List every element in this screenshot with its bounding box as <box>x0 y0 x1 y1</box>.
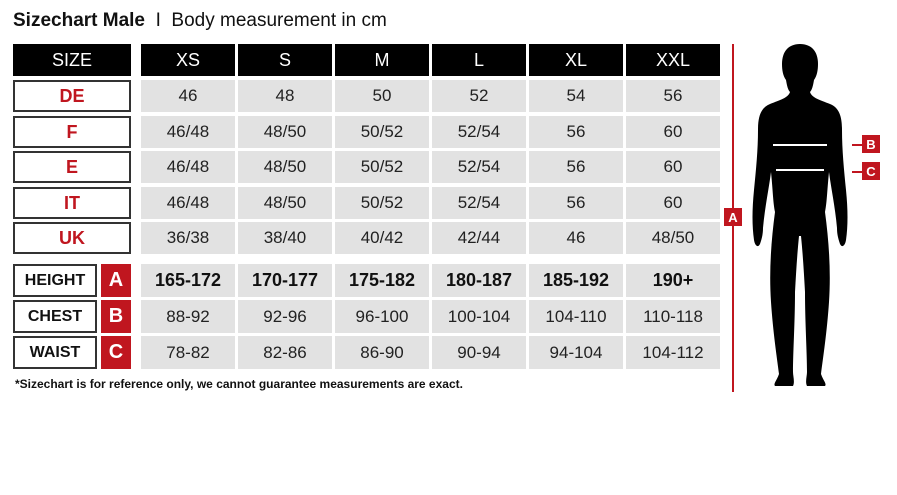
table-cell: 175-182 <box>335 264 429 297</box>
height-marker: A <box>724 208 742 226</box>
table-cell: 52/54 <box>432 187 526 219</box>
table-cell: 40/42 <box>335 222 429 254</box>
size-column-header: XS <box>141 44 235 76</box>
size-header: SIZE <box>13 44 131 76</box>
table-cell: 48 <box>238 80 332 112</box>
table-cell: 48/50 <box>626 222 720 254</box>
table-cell: 110-118 <box>626 300 720 333</box>
table-cell: 52/54 <box>432 116 526 148</box>
table-cell: 50 <box>335 80 429 112</box>
table-cell: 56 <box>529 116 623 148</box>
disclaimer-note: *Sizechart is for reference only, we can… <box>15 377 463 391</box>
measurement-letter: B <box>101 300 131 333</box>
table-cell: 54 <box>529 80 623 112</box>
table-cell: 50/52 <box>335 187 429 219</box>
measurement-label: CHEST <box>13 300 97 333</box>
waist-marker: C <box>862 162 880 180</box>
chest-marker: B <box>862 135 880 153</box>
region-label: E <box>13 151 131 183</box>
table-cell: 50/52 <box>335 151 429 183</box>
size-column-header: S <box>238 44 332 76</box>
table-cell: 56 <box>529 187 623 219</box>
table-cell: 88-92 <box>141 300 235 333</box>
table-cell: 46/48 <box>141 187 235 219</box>
table-cell: 48/50 <box>238 116 332 148</box>
table-cell: 46/48 <box>141 116 235 148</box>
male-silhouette-icon <box>752 44 848 386</box>
table-cell: 48/50 <box>238 187 332 219</box>
measurement-label: WAIST <box>13 336 97 369</box>
table-cell: 96-100 <box>335 300 429 333</box>
table-cell: 38/40 <box>238 222 332 254</box>
waist-pointer <box>852 171 862 173</box>
region-label: DE <box>13 80 131 112</box>
table-cell: 185-192 <box>529 264 623 297</box>
table-cell: 78-82 <box>141 336 235 369</box>
table-cell: 48/50 <box>238 151 332 183</box>
table-cell: 52/54 <box>432 151 526 183</box>
size-column-header: L <box>432 44 526 76</box>
table-cell: 42/44 <box>432 222 526 254</box>
table-cell: 46 <box>141 80 235 112</box>
table-cell: 46/48 <box>141 151 235 183</box>
table-cell: 46 <box>529 222 623 254</box>
table-cell: 60 <box>626 116 720 148</box>
table-cell: 104-112 <box>626 336 720 369</box>
table-cell: 104-110 <box>529 300 623 333</box>
size-column-header: XXL <box>626 44 720 76</box>
page-title: Sizechart Male I Body measurement in cm <box>13 10 387 31</box>
table-cell: 50/52 <box>335 116 429 148</box>
table-cell: 180-187 <box>432 264 526 297</box>
table-cell: 170-177 <box>238 264 332 297</box>
table-cell: 82-86 <box>238 336 332 369</box>
chest-pointer <box>852 144 862 146</box>
table-cell: 165-172 <box>141 264 235 297</box>
table-cell: 190+ <box>626 264 720 297</box>
measurement-letter: A <box>101 264 131 297</box>
measurement-label: HEIGHT <box>13 264 97 297</box>
table-cell: 56 <box>529 151 623 183</box>
table-cell: 90-94 <box>432 336 526 369</box>
table-cell: 56 <box>626 80 720 112</box>
table-cell: 100-104 <box>432 300 526 333</box>
table-cell: 92-96 <box>238 300 332 333</box>
table-cell: 94-104 <box>529 336 623 369</box>
size-column-header: M <box>335 44 429 76</box>
region-label: UK <box>13 222 131 254</box>
table-cell: 86-90 <box>335 336 429 369</box>
region-label: F <box>13 116 131 148</box>
measurement-letter: C <box>101 336 131 369</box>
table-cell: 36/38 <box>141 222 235 254</box>
table-cell: 60 <box>626 151 720 183</box>
table-cell: 52 <box>432 80 526 112</box>
table-cell: 60 <box>626 187 720 219</box>
size-column-header: XL <box>529 44 623 76</box>
region-label: IT <box>13 187 131 219</box>
